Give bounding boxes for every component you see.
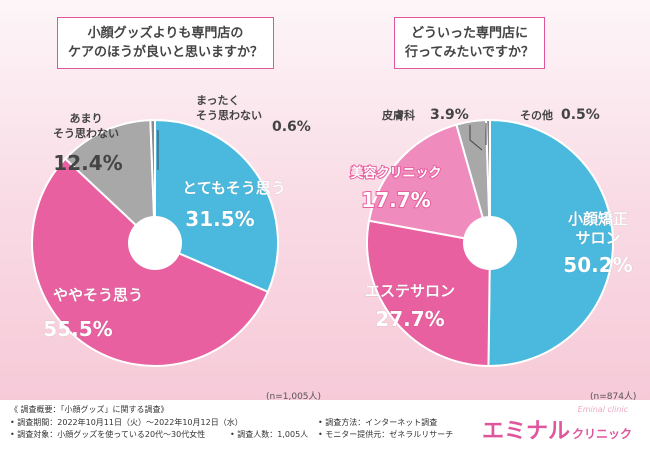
survey-count: • 調査人数：1,005人 [230, 430, 309, 439]
slice-value-1-3: 3.9% [430, 107, 469, 123]
slice-1-4 [485, 118, 491, 244]
slice-value-0-1: 55.5% [43, 317, 112, 341]
slice-1-0 [487, 118, 615, 367]
survey-provider: • モニター提供元：ゼネラルリサーチ [318, 430, 454, 439]
brand-name-en: Eminal clinic [577, 405, 628, 414]
slice-label-1-3-0: 皮膚科 [381, 108, 415, 122]
question-left-line-2: ケアのほうが良いと思いますか？ [68, 45, 264, 60]
slice-value-1-4: 0.5% [561, 107, 600, 123]
question-right-line-1: どういった専門店に [410, 26, 528, 41]
slice-label-0-1-0: ややそう思う [53, 286, 143, 304]
slice-1-2 [367, 123, 492, 245]
slice-label-1-1-0: エステサロン [365, 282, 455, 300]
slice-value-0-3: 0.6% [272, 119, 311, 135]
question-left-line-1: 小顔グッズよりも専門店の [87, 26, 244, 41]
survey-method: • 調査方法：インターネット調査 [318, 418, 438, 427]
slice-0-0 [154, 118, 279, 294]
slice-label-0-3-1: そう思わない [196, 109, 262, 122]
brand-name-main: エミナル [481, 419, 570, 444]
survey-overview-title: 《 調査概要：「小顔グッズ」に関する調査》 [10, 405, 169, 414]
footer [0, 400, 650, 450]
slice-label-0-0-0: とてもそう思う [182, 179, 286, 197]
slice-label-1-2-0: 美容クリニック [350, 165, 441, 181]
sample-size-left: (n=1,005人) [266, 392, 322, 402]
slice-label-1-0-0: 小顔矯正 [568, 210, 628, 228]
survey-target: • 調査対象：小顔グッズを使っている20代～30代女性 [10, 430, 206, 439]
question-box-left: 小顔グッズよりも専門店の ケアのほうが良いと思いますか？ [57, 17, 275, 69]
slice-1-1 [366, 219, 492, 368]
survey-period: • 調査期間：2022年10月11日（火）～2022年10月12日（水） [10, 418, 243, 427]
slice-value-1-1: 27.7% [375, 307, 444, 331]
slice-0-3 [149, 118, 156, 244]
slice-label-0-3-0: まったく [196, 94, 240, 107]
donut-hole-0 [128, 216, 182, 270]
slice-value-0-2: 12.4% [53, 151, 122, 175]
brand-name-sub: クリニック [571, 427, 632, 441]
donut-hole-1 [463, 216, 517, 270]
slice-value-1-2: 17.7% [361, 188, 430, 212]
slice-label-0-2-0: あまり [70, 112, 103, 125]
question-right-line-2: 行ってみたいですか？ [405, 45, 534, 60]
slice-label-1-4-0: その他 [520, 108, 553, 122]
leader-line-derm [469, 125, 483, 151]
slice-0-2 [63, 119, 157, 246]
brand-logo: エミナル クリニック Eminal clinic [481, 405, 632, 445]
slice-label-1-0-1: サロン [575, 229, 620, 247]
slice-label-0-2-1: そう思わない [53, 127, 119, 140]
slice-value-1-0: 50.2% [563, 253, 632, 277]
question-box-right: どういった専門店に 行ってみたいですか？ [394, 17, 545, 69]
slice-value-0-0: 31.5% [185, 207, 254, 231]
sample-size-right: (n=874人) [590, 392, 637, 402]
